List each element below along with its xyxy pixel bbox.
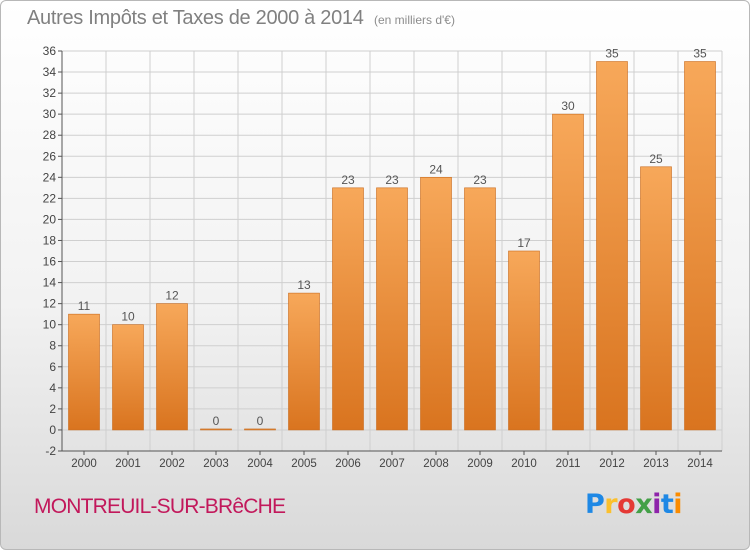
data-label: 12 bbox=[165, 289, 179, 303]
x-tick-label: 2009 bbox=[467, 458, 493, 470]
y-tick-label: 32 bbox=[43, 86, 57, 100]
x-tick-label: 2003 bbox=[203, 458, 229, 470]
bar bbox=[508, 250, 540, 431]
logo-letter: i bbox=[673, 489, 683, 520]
bar bbox=[200, 428, 232, 431]
data-label: 23 bbox=[341, 173, 355, 187]
y-tick-label: 4 bbox=[49, 381, 56, 395]
data-label: 35 bbox=[693, 47, 707, 61]
logo-letter: i bbox=[652, 489, 661, 520]
logo-letter: t bbox=[660, 489, 674, 520]
y-tick-label: 16 bbox=[43, 255, 57, 269]
bar bbox=[156, 303, 188, 431]
x-tick-label: 2001 bbox=[115, 458, 141, 470]
y-tick-label: 30 bbox=[43, 107, 57, 121]
bar bbox=[552, 113, 584, 431]
bars bbox=[68, 61, 716, 431]
bar bbox=[640, 166, 672, 431]
x-tick-label: 2008 bbox=[423, 458, 449, 470]
y-tick-label: 10 bbox=[43, 318, 57, 332]
logo-letter: x bbox=[635, 489, 653, 520]
y-tick-label: 12 bbox=[43, 297, 57, 311]
y-tick-label: 18 bbox=[43, 233, 57, 247]
data-label: 10 bbox=[121, 310, 135, 324]
y-tick-label: 22 bbox=[43, 191, 57, 205]
y-tick-label: 20 bbox=[43, 212, 57, 226]
y-tick-label: 28 bbox=[43, 128, 57, 142]
x-tick-label: 2005 bbox=[291, 458, 317, 470]
data-label: 0 bbox=[257, 414, 264, 428]
title-row: Autres Impôts et Taxes de 2000 à 2014 (e… bbox=[27, 7, 455, 30]
place-name: MONTREUIL-SUR-BRêCHE bbox=[34, 495, 286, 518]
bar bbox=[596, 61, 628, 431]
x-tick-label: 2013 bbox=[643, 458, 669, 470]
x-tick-label: 2002 bbox=[159, 458, 185, 470]
bar bbox=[288, 292, 320, 431]
y-tick-label: -2 bbox=[45, 444, 56, 458]
data-label: 13 bbox=[297, 278, 311, 292]
x-tick-label: 2000 bbox=[71, 458, 97, 470]
x-tick-label: 2006 bbox=[335, 458, 361, 470]
bar bbox=[244, 428, 276, 431]
logo-letter: r bbox=[604, 489, 618, 520]
data-label: 24 bbox=[429, 162, 443, 176]
bar bbox=[112, 324, 144, 431]
data-label: 25 bbox=[649, 152, 663, 166]
y-tick-label: 0 bbox=[49, 423, 56, 437]
x-tick-label: 2010 bbox=[511, 458, 537, 470]
data-label: 30 bbox=[561, 99, 575, 113]
x-tick-label: 2011 bbox=[556, 458, 581, 470]
x-tick-label: 2004 bbox=[247, 458, 273, 470]
bar bbox=[332, 187, 364, 431]
bar bbox=[376, 187, 408, 431]
y-tick-label: 2 bbox=[49, 402, 56, 416]
bar bbox=[68, 313, 100, 431]
data-label: 23 bbox=[473, 173, 487, 187]
data-label: 23 bbox=[385, 173, 399, 187]
bar bbox=[420, 177, 452, 431]
chart-subtitle: (en milliers d'€) bbox=[374, 13, 455, 27]
chart-title: Autres Impôts et Taxes de 2000 à 2014 bbox=[27, 7, 364, 29]
data-label: 11 bbox=[78, 299, 91, 313]
logo-letter: P bbox=[585, 489, 605, 520]
y-tick-label: 24 bbox=[43, 170, 57, 184]
bar bbox=[684, 61, 716, 431]
data-label: 35 bbox=[605, 47, 619, 61]
y-tick-label: 26 bbox=[43, 149, 57, 163]
x-tick-label: 2014 bbox=[687, 458, 713, 470]
y-tick-label: 8 bbox=[49, 339, 56, 353]
y-tick-label: 34 bbox=[43, 65, 57, 79]
logo-letter: o bbox=[617, 489, 636, 520]
y-tick-label: 6 bbox=[49, 360, 56, 374]
bar bbox=[464, 187, 496, 431]
y-tick-label: 14 bbox=[43, 276, 57, 290]
data-labels: 11 10 12 0 0 13 23 23 24 23 17 30 35 25 35 bbox=[78, 47, 707, 428]
x-tick-label: 2012 bbox=[599, 458, 625, 470]
data-label: 17 bbox=[517, 236, 531, 250]
proxiti-logo: Proxiti bbox=[585, 489, 683, 520]
data-label: 0 bbox=[213, 414, 220, 428]
y-tick-label: 36 bbox=[43, 44, 57, 58]
x-tick-label: 2007 bbox=[379, 458, 405, 470]
